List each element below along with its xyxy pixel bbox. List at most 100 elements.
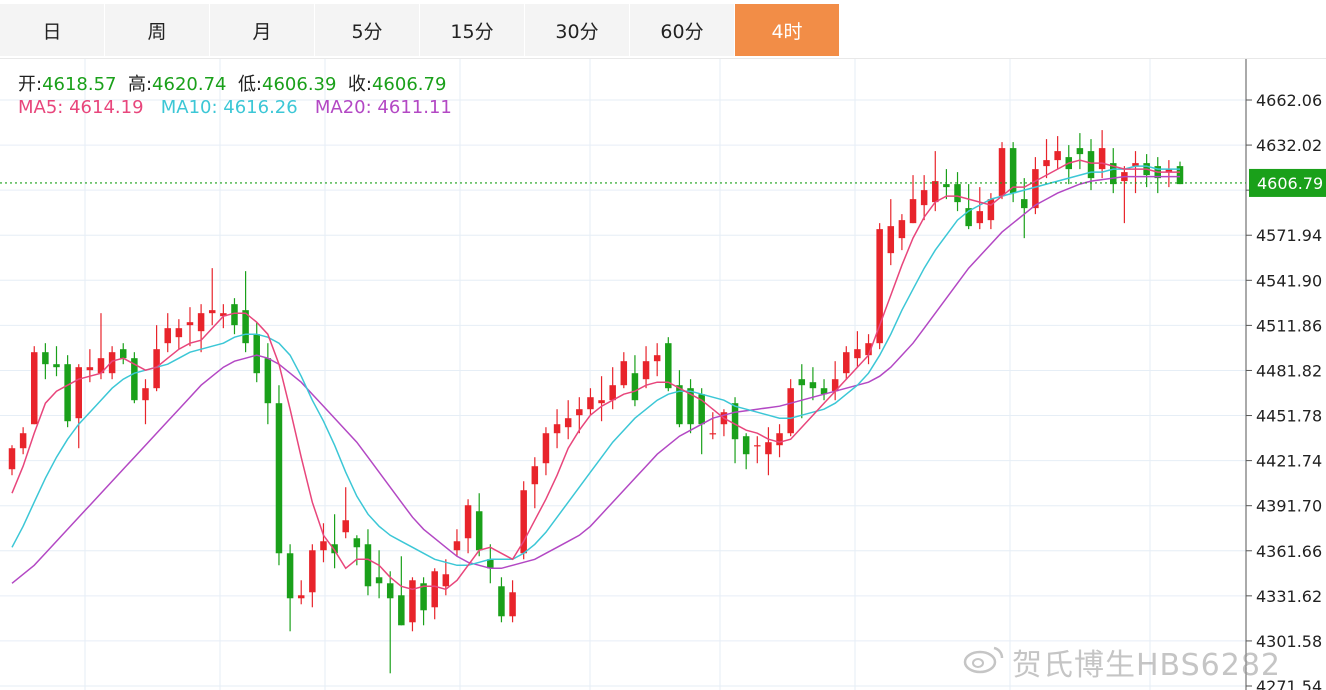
candle-body [954, 184, 961, 203]
ma20-label: MA20: [314, 97, 372, 118]
candle-body [30, 352, 38, 425]
y-tick-label: 4421.74 [1256, 452, 1322, 471]
candle-body [464, 505, 472, 539]
candle-body [242, 310, 249, 344]
candle-body [854, 349, 861, 359]
y-tick-label: 4662.06 [1256, 91, 1322, 110]
candle-body [631, 373, 639, 401]
watermark: 贺氏博生HBS6282 [1012, 648, 1282, 683]
last-price-tag [1249, 168, 1326, 197]
y-tick-label: 4391.70 [1256, 497, 1322, 516]
candle-body [1043, 160, 1050, 167]
open-value: 4618.57 [42, 74, 117, 95]
ma20-line [11, 175, 1180, 584]
ma5-label: MA5: [18, 97, 64, 118]
candle-body [1087, 151, 1095, 179]
candle-body [420, 583, 427, 611]
candle-body [442, 574, 450, 587]
candle-body [253, 334, 260, 374]
close-label: 收: [347, 74, 372, 95]
candle-body [898, 220, 906, 239]
candle-body [687, 388, 694, 425]
candle-body [665, 343, 672, 389]
candle-body [676, 385, 683, 425]
ohlc-readout: 开:4618.57 高:4620.74 低:4606.39 收:4606.79 [18, 70, 446, 96]
y-tick-label: 4541.90 [1256, 271, 1322, 290]
tab-5min[interactable]: 5分 [315, 4, 419, 56]
tab-30min[interactable]: 30分 [525, 4, 629, 56]
candle-body [153, 349, 160, 389]
y-tick-label: 4361.66 [1256, 542, 1322, 561]
y-tick-label: 4271.54 [1256, 677, 1322, 690]
candle-body [998, 148, 1006, 197]
candle-body [409, 580, 416, 623]
candle-body [843, 352, 850, 374]
candle-body [320, 541, 327, 551]
tab-4hour[interactable]: 4时 [735, 4, 839, 56]
candle-body [831, 379, 839, 392]
candle-body [1032, 169, 1039, 209]
candle-body [765, 442, 772, 455]
candle-body [208, 310, 216, 314]
tab-60min[interactable]: 60分 [630, 4, 734, 56]
candle-body [642, 361, 650, 380]
candle-body [309, 550, 316, 593]
open-label: 开: [18, 74, 43, 95]
candle-body [709, 433, 717, 435]
y-tick-label: 4571.94 [1256, 226, 1322, 245]
candle-body [809, 382, 817, 389]
candle-body [742, 436, 750, 455]
low-value: 4606.39 [262, 74, 337, 95]
candle-body [64, 364, 71, 422]
candle-body [220, 313, 227, 317]
candle-body [576, 409, 583, 416]
candle-body [197, 313, 205, 332]
candle-body [75, 367, 82, 419]
tab-day[interactable]: 日 [0, 4, 104, 56]
candle-body [297, 595, 305, 599]
candle-body [887, 226, 895, 254]
candle-body [932, 181, 939, 203]
candle-body [776, 433, 783, 446]
candle-body [342, 520, 349, 533]
candle-body [86, 367, 94, 371]
candle-body [19, 433, 27, 449]
candle-body [353, 538, 361, 548]
y-tick-label: 4331.62 [1256, 587, 1322, 606]
tab-divider [0, 58, 1326, 59]
candle-body [620, 361, 628, 386]
tab-month[interactable]: 月 [210, 4, 314, 56]
candle-body [498, 586, 505, 617]
candle-body [609, 385, 616, 401]
candle-body [976, 211, 984, 224]
candle-body [564, 418, 572, 428]
ma5-value: 4614.19 [69, 97, 144, 118]
candle-body [820, 388, 828, 395]
candle-body [8, 448, 16, 470]
candle-body [386, 583, 394, 599]
candle-body [275, 403, 283, 554]
candle-body [331, 544, 338, 554]
candle-body [431, 571, 438, 608]
candle-body [1098, 148, 1106, 170]
candle-body [965, 208, 972, 227]
candle-body [1165, 169, 1173, 173]
candle-body [1021, 199, 1028, 209]
candle-body [653, 355, 661, 362]
candle-body [787, 388, 794, 434]
candle-body [943, 184, 950, 188]
candle-body [876, 229, 883, 344]
candle-body [375, 577, 383, 584]
candle-body [364, 544, 372, 587]
tab-week[interactable]: 周 [105, 4, 209, 56]
weibo-logo-icon [963, 646, 1004, 674]
high-label: 高: [127, 74, 153, 95]
candle-body [531, 466, 539, 485]
tab-15min[interactable]: 15分 [420, 4, 524, 56]
candle-body [798, 379, 806, 386]
candle-body [119, 349, 127, 359]
y-tick-label: 4451.78 [1256, 407, 1322, 426]
candle-body [865, 343, 872, 356]
ma10-value: 4616.26 [223, 97, 298, 118]
